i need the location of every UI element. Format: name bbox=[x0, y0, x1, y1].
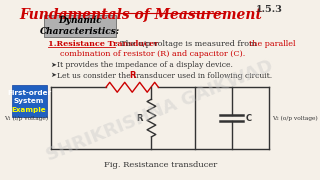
Text: SHRIKRISHNA GAIKWAD: SHRIKRISHNA GAIKWAD bbox=[44, 57, 276, 165]
Text: Fundamentals of Measurement: Fundamentals of Measurement bbox=[20, 8, 262, 22]
Text: ➤: ➤ bbox=[50, 72, 56, 78]
Text: combination of resistor (R) and capacitor (C).: combination of resistor (R) and capacito… bbox=[60, 50, 245, 58]
Text: Let us consider the transducer used in following circuit.: Let us consider the transducer used in f… bbox=[57, 72, 272, 80]
Text: C: C bbox=[246, 114, 252, 123]
FancyBboxPatch shape bbox=[44, 15, 116, 37]
Text: 1.5.3: 1.5.3 bbox=[256, 5, 283, 14]
Text: ➤: ➤ bbox=[50, 62, 56, 68]
Text: the parallel: the parallel bbox=[249, 40, 296, 48]
Text: It provides the impedance of a display device.: It provides the impedance of a display d… bbox=[57, 62, 233, 69]
Text: V₂ (o/p voltage): V₂ (o/p voltage) bbox=[272, 115, 318, 121]
FancyBboxPatch shape bbox=[12, 85, 46, 117]
Text: V₁ (i/p voltage): V₁ (i/p voltage) bbox=[4, 115, 48, 121]
Text: Example: Example bbox=[12, 107, 46, 113]
Text: : The o/p voltage is measured from: : The o/p voltage is measured from bbox=[115, 40, 259, 48]
Text: Fig. Resistance transducer: Fig. Resistance transducer bbox=[104, 161, 217, 169]
Text: First-order
System: First-order System bbox=[7, 90, 51, 104]
Text: 1.Resistance Transducer: 1.Resistance Transducer bbox=[48, 40, 159, 48]
Text: R: R bbox=[136, 114, 143, 123]
Text: Dynamic
Characteristics:: Dynamic Characteristics: bbox=[40, 16, 120, 36]
Text: R: R bbox=[129, 71, 135, 80]
